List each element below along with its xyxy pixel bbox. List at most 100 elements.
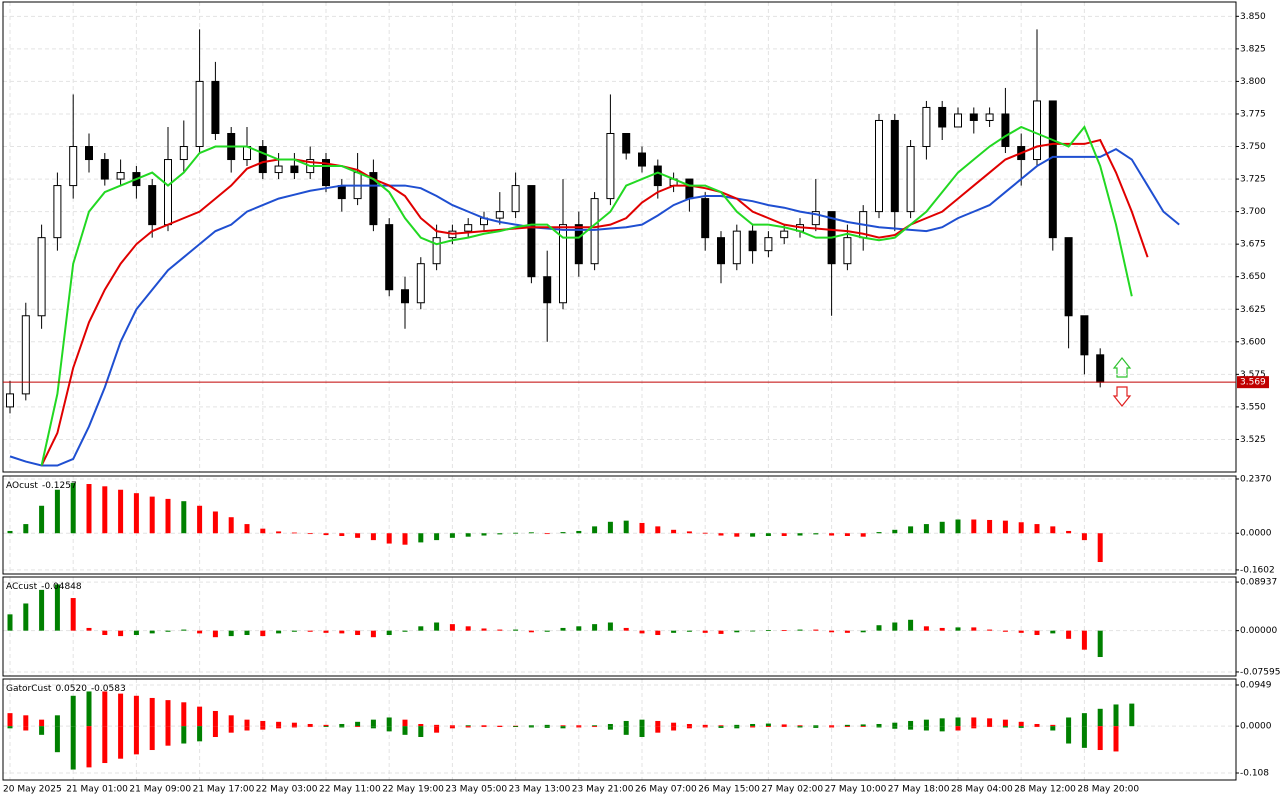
histogram-bar: [576, 626, 582, 631]
histogram-bar: [70, 598, 76, 631]
gator-bar: [623, 720, 629, 727]
histogram-bar: [750, 533, 756, 537]
gator-bar: [576, 726, 582, 728]
gator-bar: [655, 726, 661, 733]
histogram-bar: [244, 524, 250, 534]
histogram-bar: [434, 533, 440, 541]
gator-bar: [355, 721, 361, 727]
histogram-bar: [133, 493, 139, 534]
indicator-name: AOcust: [6, 481, 38, 491]
gator-bar: [797, 725, 803, 727]
gator-bar: [323, 724, 329, 727]
gator-bar: [607, 726, 613, 730]
histogram-bar: [1081, 630, 1087, 650]
gator-bar: [102, 691, 108, 727]
gator-bar: [560, 725, 566, 727]
gator-bar: [149, 726, 155, 751]
gator-bar: [39, 726, 45, 735]
candle-body: [148, 185, 157, 226]
gator-bar: [39, 719, 45, 727]
candle-body: [906, 146, 915, 213]
histogram-bar: [655, 526, 661, 534]
y-tick-label: 0.2370: [1240, 474, 1272, 484]
histogram-bar: [781, 630, 787, 631]
histogram-bar: [671, 529, 677, 534]
histogram-bar: [844, 630, 850, 633]
histogram-bar: [276, 531, 282, 534]
histogram-bar: [355, 630, 361, 636]
histogram-bar: [212, 511, 218, 534]
y-tick-label: 0.0949: [1240, 680, 1272, 690]
gator-bar: [702, 726, 708, 728]
y-tick-label: 3.675: [1240, 240, 1266, 250]
histogram-bar: [449, 533, 455, 538]
histogram-bar: [671, 630, 677, 633]
gator-bar: [228, 726, 234, 733]
histogram-bar: [592, 624, 598, 631]
x-tick-label: 26 May 15:00: [698, 785, 760, 795]
candle-body: [37, 237, 46, 317]
y-tick-label: 3.800: [1240, 77, 1266, 87]
current-price-box: [1237, 376, 1269, 389]
gator-bar: [434, 726, 440, 733]
gator-bar: [923, 719, 929, 727]
histogram-bar: [892, 529, 898, 534]
candle-body: [116, 172, 125, 180]
gator-bar: [939, 718, 945, 727]
histogram-bar: [481, 533, 487, 536]
histogram-bar: [197, 630, 203, 634]
candle-body: [685, 178, 694, 200]
gator-bar: [418, 726, 424, 738]
candle-body: [511, 185, 520, 213]
indicator-value: -0.04848: [41, 582, 82, 592]
histogram-bar: [402, 533, 408, 545]
gator-bar: [765, 723, 771, 727]
gator-bar: [892, 722, 898, 727]
histogram-bar: [607, 521, 613, 534]
histogram-bar: [686, 531, 692, 534]
gator-bar: [339, 723, 345, 727]
gator-bar: [987, 726, 993, 728]
candle-body: [1080, 315, 1089, 356]
candle-body: [432, 237, 441, 265]
candle-body: [1048, 100, 1057, 239]
gator-bar: [1050, 724, 1056, 727]
candle-body: [590, 198, 599, 265]
histogram-bar: [102, 486, 108, 534]
gator-bar: [607, 723, 613, 727]
histogram-bar: [449, 624, 455, 631]
histogram-bar: [955, 627, 961, 631]
histogram-bar: [181, 629, 187, 631]
histogram-bar: [829, 533, 835, 536]
gator-bar: [449, 725, 455, 727]
x-tick-label: 28 May 20:00: [1077, 785, 1139, 795]
candle-body: [258, 146, 267, 174]
histogram-bar: [544, 630, 550, 632]
gator-bar: [1034, 723, 1040, 727]
histogram-bar: [955, 519, 961, 534]
gator-bar: [876, 726, 882, 728]
gator-bar: [7, 713, 13, 727]
gator-bar: [544, 724, 550, 727]
gator-bar: [1097, 726, 1103, 751]
y-tick-label: 3.725: [1240, 175, 1266, 185]
histogram-bar: [418, 626, 424, 631]
histogram-bar: [718, 630, 724, 634]
indicator-name: GatorCust: [6, 684, 52, 694]
gator-bar: [449, 726, 455, 729]
histogram-bar: [1097, 630, 1103, 658]
histogram-bar: [118, 489, 124, 534]
y-tick-label: 0.0000: [1240, 529, 1272, 539]
histogram-bar: [1050, 526, 1056, 534]
gator-bar: [1066, 726, 1072, 744]
candle-body: [732, 230, 741, 265]
histogram-bar: [592, 526, 598, 534]
gator-bar: [528, 726, 534, 728]
x-tick-label: 28 May 04:00: [951, 785, 1013, 795]
y-tick-label: -0.07595: [1240, 667, 1280, 677]
gator-bar: [370, 726, 376, 729]
gator-bar: [813, 725, 819, 727]
candle-body: [100, 159, 109, 180]
gator-bar: [402, 719, 408, 727]
